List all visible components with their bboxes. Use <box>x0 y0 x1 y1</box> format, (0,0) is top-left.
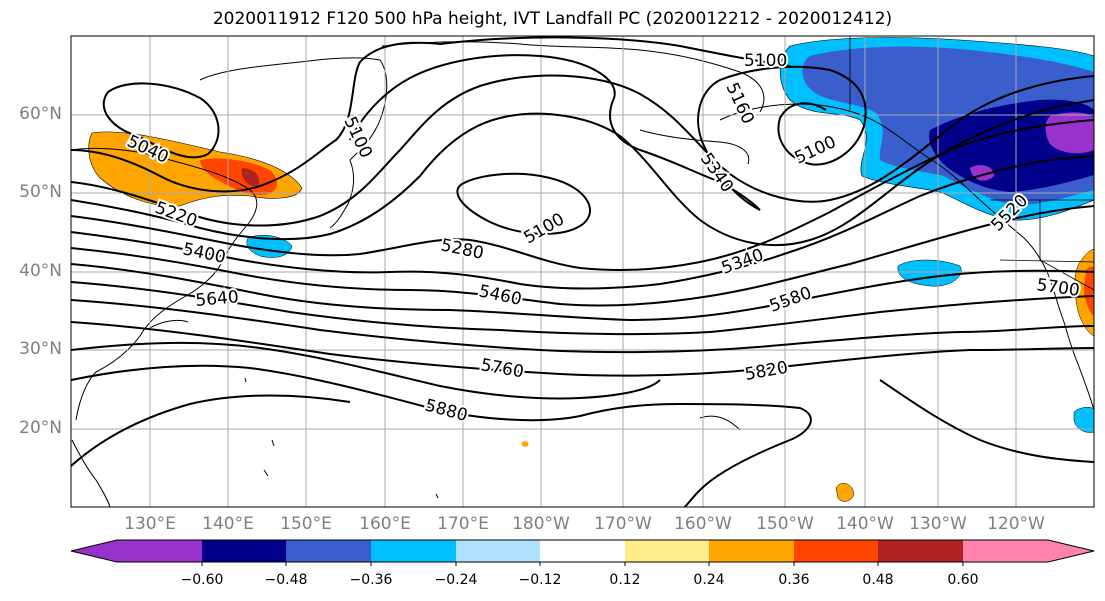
lon-label: 130°W <box>909 514 967 534</box>
colorbar-cell <box>625 540 709 562</box>
ivt-positive-patch <box>521 441 529 447</box>
contour-label: 5640 <box>195 287 240 311</box>
lat-label: 30°N <box>19 339 62 359</box>
lon-label: 150°E <box>280 514 332 534</box>
colorbar-tick-label: −0.24 <box>434 572 478 588</box>
contour-label: 5700 <box>1035 275 1081 301</box>
colorbar-tick-label: −0.48 <box>264 572 308 588</box>
colorbar-tick-label: 0.36 <box>778 572 810 588</box>
colorbar-tick-label: 0.24 <box>693 572 725 588</box>
colorbar-cell <box>878 540 963 562</box>
colorbar-tick-label: −0.36 <box>349 572 393 588</box>
lon-label: 120°W <box>987 514 1045 534</box>
coastlines <box>71 41 1094 507</box>
lon-label: 170°W <box>594 514 652 534</box>
colorbar-cell <box>117 540 202 562</box>
colorbar-tick-label: −0.12 <box>518 572 562 588</box>
colorbar-cell <box>371 540 456 562</box>
lon-label: 140°W <box>836 514 894 534</box>
colorbar-outline <box>70 539 1095 563</box>
gridlines <box>71 36 1094 507</box>
lon-label: 180°W <box>512 514 570 534</box>
colorbar-tick-label: 0.48 <box>862 572 894 588</box>
map-frame <box>70 35 1095 508</box>
lat-label: 20°N <box>19 418 62 438</box>
colorbar-tick-label: 0.12 <box>609 572 641 588</box>
colorbar-cell <box>286 540 371 562</box>
lat-label: 40°N <box>19 261 62 281</box>
colorbar <box>70 539 1095 566</box>
lon-label: 160°E <box>359 514 411 534</box>
colorbar-cell <box>540 540 625 562</box>
lon-label: 130°E <box>124 514 176 534</box>
lat-label: 50°N <box>19 182 62 202</box>
colorbar-tick-label: −0.60 <box>180 572 224 588</box>
lon-label: 170°E <box>437 514 489 534</box>
ivt-positive-patch <box>835 482 855 502</box>
colorbar-cell <box>202 540 286 562</box>
map-title: 2020011912 F120 500 hPa height, IVT Land… <box>212 9 893 29</box>
lon-label: 140°E <box>202 514 254 534</box>
lat-label: 60°N <box>19 104 62 124</box>
colorbar-cell <box>963 540 1094 562</box>
colorbar-tick-label: 0.60 <box>947 572 979 588</box>
height-contours <box>71 36 1094 507</box>
ivt-positive-east <box>1084 266 1094 316</box>
contour-label: 5100 <box>744 51 787 71</box>
colorbar-cell <box>709 540 794 562</box>
colorbar-cell <box>794 540 878 562</box>
lon-label: 160°W <box>674 514 732 534</box>
colorbar-cell <box>456 540 540 562</box>
lon-label: 150°W <box>756 514 814 534</box>
ivt-negative-patch <box>1073 407 1094 433</box>
